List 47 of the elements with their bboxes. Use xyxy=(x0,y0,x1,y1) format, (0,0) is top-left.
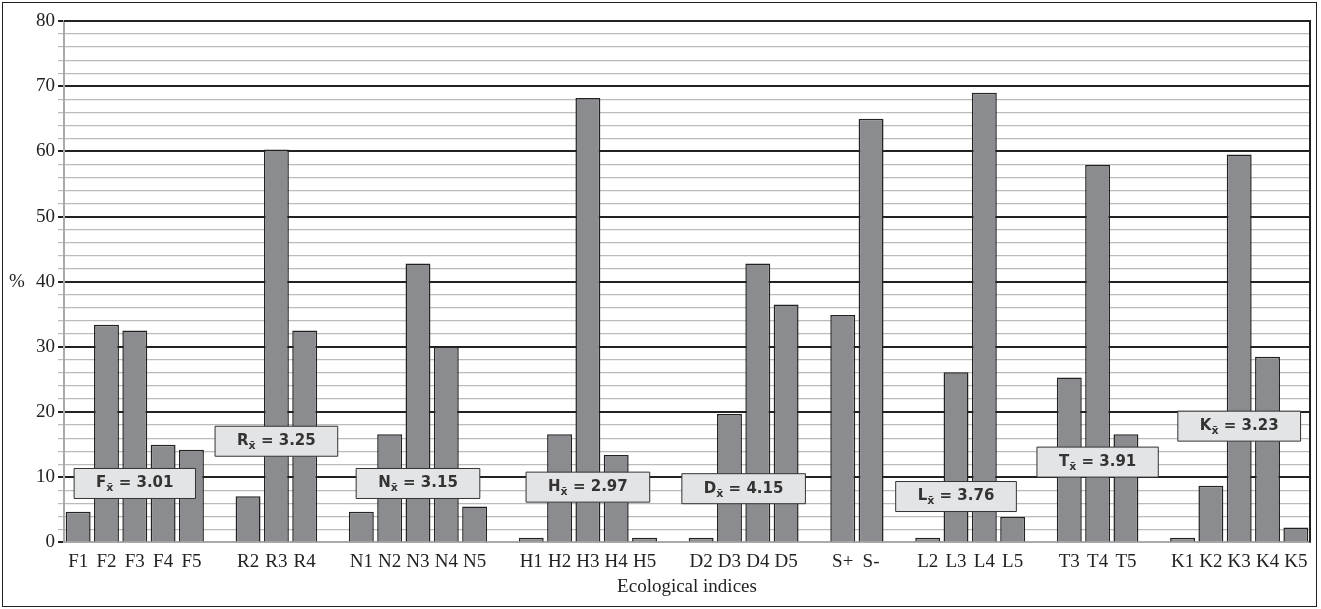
x-tick-label: F4 xyxy=(153,549,174,571)
x-tick-label: T4 xyxy=(1087,549,1109,571)
x-tick-label: N1 xyxy=(349,549,373,571)
x-tick-label: N2 xyxy=(378,549,402,571)
x-tick-label: F3 xyxy=(124,549,145,571)
x-tick-label: N5 xyxy=(463,549,487,571)
x-tick-label: S+ xyxy=(832,549,854,571)
x-tick-label: N3 xyxy=(406,549,430,571)
x-tick-label: N4 xyxy=(434,549,459,571)
x-tick-label: L2 xyxy=(917,549,939,571)
x-tick-label: T3 xyxy=(1058,549,1080,571)
y-tick-label: 40 xyxy=(36,269,55,291)
x-tick-label: L3 xyxy=(945,549,967,571)
x-tick-label: F5 xyxy=(181,549,202,571)
y-axis-title: % xyxy=(9,269,25,291)
x-tick-label: D2 xyxy=(689,549,713,571)
x-tick-label: H3 xyxy=(576,549,600,571)
x-tick-label: D3 xyxy=(717,549,742,571)
x-tick-label: K2 xyxy=(1199,549,1223,571)
x-tick-label: K5 xyxy=(1284,549,1308,571)
x-tick-label: K1 xyxy=(1170,549,1195,571)
x-tick-label: K3 xyxy=(1227,549,1251,571)
y-tick-label: 30 xyxy=(36,334,55,356)
x-tick-label: F2 xyxy=(96,549,117,571)
y-tick-label: 50 xyxy=(36,204,55,226)
x-tick-label: F1 xyxy=(68,549,89,571)
x-tick-label: R4 xyxy=(293,549,317,571)
x-tick-label: D5 xyxy=(774,549,798,571)
x-tick-label: R2 xyxy=(236,549,260,571)
x-tick-label: H4 xyxy=(604,549,629,571)
x-tick-label: R3 xyxy=(265,549,288,571)
x-tick-label: H2 xyxy=(547,549,572,571)
x-tick-label: L4 xyxy=(973,549,996,571)
y-tick-label: 0 xyxy=(45,530,55,552)
y-tick-label: 10 xyxy=(36,465,55,487)
x-tick-label: H1 xyxy=(519,549,543,571)
x-tick-label: S- xyxy=(862,549,880,571)
x-tick-label: K4 xyxy=(1255,549,1280,571)
x-tick-label: D4 xyxy=(746,549,770,571)
y-tick-label: 60 xyxy=(36,139,55,161)
y-tick-label: 20 xyxy=(36,400,55,422)
x-tick-label: L5 xyxy=(1002,549,1024,571)
y-tick-label: 70 xyxy=(36,74,55,96)
x-axis-title: Ecological indices xyxy=(617,574,757,596)
x-tick-label: H5 xyxy=(632,549,657,571)
x-tick-label: T5 xyxy=(1115,549,1137,571)
y-tick-label: 80 xyxy=(36,8,55,30)
